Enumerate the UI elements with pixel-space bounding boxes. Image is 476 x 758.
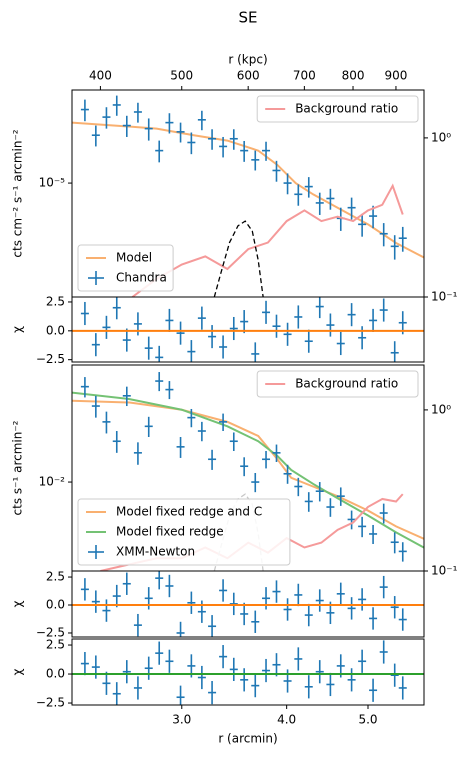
panel-frame [71, 296, 425, 363]
y-axis-label: χ [11, 600, 25, 607]
y-axis-label: cts cm⁻² s⁻¹ arcmin⁻² [11, 129, 25, 257]
y-tick-label: 10⁻⁵ [39, 176, 66, 190]
line [72, 121, 424, 259]
panel-frame [71, 638, 425, 706]
legend-box [77, 244, 174, 292]
y-tick-label: 10⁻² [39, 475, 66, 489]
x-tick-label: 3.0 [172, 713, 191, 727]
line [131, 183, 404, 297]
y-tick-label: −2.5 [36, 696, 65, 710]
line [72, 391, 424, 549]
legend-label: XMM-Newton [116, 545, 195, 559]
y-tick-label: −2.5 [36, 625, 65, 639]
x2-tick-label: 900 [384, 69, 407, 83]
x2-tick-label: 800 [342, 69, 365, 83]
x-tick-label: 4.0 [277, 713, 296, 727]
legend-label: Model [116, 251, 152, 265]
legend-box [77, 498, 291, 566]
y-tick-label: 0.0 [46, 598, 65, 612]
x2-tick-label: 500 [170, 69, 193, 83]
plot-area [72, 95, 424, 297]
legend-label: Model fixed redge and C [116, 505, 262, 519]
top-axis-label: r (kpc) [228, 53, 267, 67]
y-tick-label: 0.0 [46, 323, 65, 337]
y-tick-label: 2.5 [46, 570, 65, 584]
x-tick-label: 5.0 [358, 713, 377, 727]
legend-label: Chandra [116, 271, 167, 285]
dashed-curve [213, 220, 264, 297]
legend-label: Background ratio [295, 102, 398, 116]
plot-area [80, 640, 407, 705]
y-tick-label: 2.5 [46, 294, 65, 308]
legend-box [256, 370, 419, 398]
y-axis-label: cts s⁻¹ arcmin⁻² [11, 420, 25, 515]
y2-tick-label: 10⁰ [431, 402, 451, 416]
legend-label: Background ratio [295, 377, 398, 391]
y-tick-label: 2.5 [46, 638, 65, 652]
x2-tick-label: 700 [293, 69, 316, 83]
legend-box [256, 95, 419, 123]
x2-tick-label: 600 [237, 69, 260, 83]
y-axis-label: χ [11, 668, 25, 675]
plot-area [80, 571, 407, 637]
plot-area [80, 297, 407, 362]
y2-tick-label: 10⁻¹ [431, 564, 458, 578]
legend-label: Model fixed redge [116, 525, 224, 539]
y2-tick-label: 10⁻¹ [431, 290, 458, 304]
x-axis-label: r (arcmin) [218, 732, 277, 746]
y-axis-label: χ [11, 326, 25, 333]
panel-frame [71, 570, 425, 638]
y-tick-label: 0.0 [46, 667, 65, 681]
y2-tick-label: 10⁰ [431, 130, 451, 144]
x2-tick-label: 400 [89, 69, 112, 83]
y-tick-label: −2.5 [36, 352, 65, 366]
chart-title: SE [239, 9, 258, 27]
